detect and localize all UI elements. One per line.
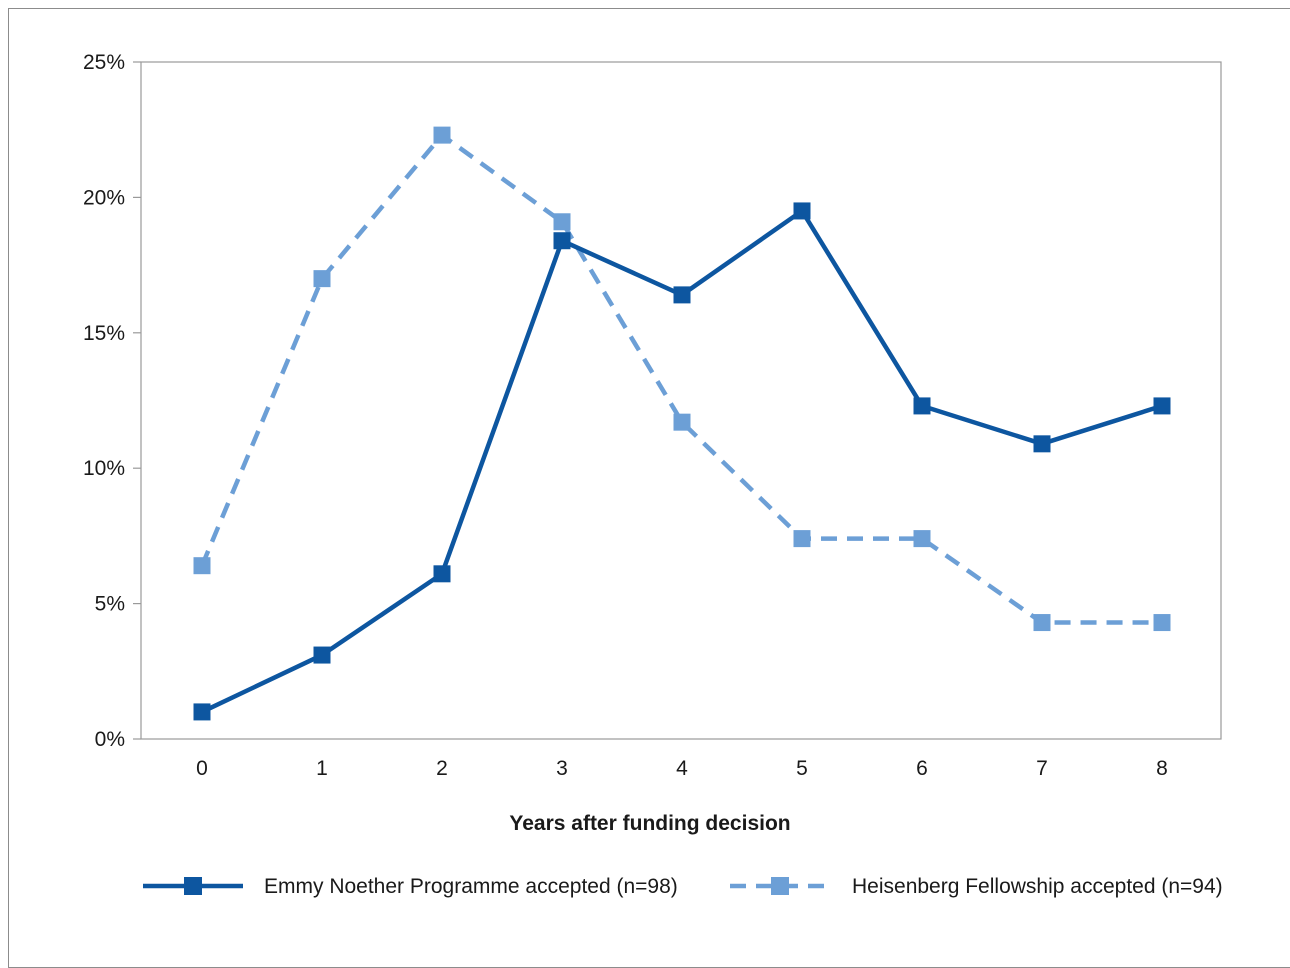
x-tick-label: 3 xyxy=(556,757,568,780)
x-axis: 0 1 2 3 4 5 6 7 8 xyxy=(196,757,1168,780)
data-point-marker xyxy=(1153,614,1171,632)
plot-area xyxy=(140,61,1222,740)
y-tick-label: 5% xyxy=(95,593,125,616)
data-point-marker xyxy=(1033,614,1051,632)
data-point-marker xyxy=(793,202,811,220)
y-tick-label: 10% xyxy=(83,457,125,480)
legend-label: Heisenberg Fellowship accepted (n=94) xyxy=(852,875,1223,898)
data-point-marker xyxy=(913,530,931,548)
x-tick-label: 0 xyxy=(196,757,208,780)
data-point-marker xyxy=(553,232,571,250)
x-tick-label: 6 xyxy=(916,757,928,780)
x-tick-label: 7 xyxy=(1036,757,1048,780)
series-line xyxy=(199,132,1162,625)
data-point-marker xyxy=(673,286,691,304)
legend-label: Emmy Noether Programme accepted (n=98) xyxy=(264,875,678,898)
legend-marker xyxy=(771,877,789,895)
x-tick-label: 5 xyxy=(796,757,808,780)
data-point-marker xyxy=(433,565,451,583)
y-tick-label: 0% xyxy=(95,728,125,751)
data-point-marker xyxy=(433,126,451,144)
y-tick-label: 15% xyxy=(83,322,125,345)
data-point-marker xyxy=(193,557,211,575)
x-tick-label: 2 xyxy=(436,757,448,780)
x-tick-label: 4 xyxy=(676,757,688,780)
x-tick-label: 1 xyxy=(316,757,328,780)
data-point-marker xyxy=(1153,397,1171,415)
legend-marker xyxy=(184,877,202,895)
y-tick-label: 20% xyxy=(83,186,125,209)
data-point-marker xyxy=(313,270,331,288)
data-point-marker xyxy=(673,413,691,431)
y-axis: 0% 5% 10% 15% 20% 25% xyxy=(83,51,141,751)
data-point-marker xyxy=(553,213,571,231)
legend: Emmy Noether Programme accepted (n=98) He… xyxy=(143,875,1223,898)
series-line xyxy=(201,208,1163,714)
y-tick-label: 25% xyxy=(83,51,125,74)
data-point-marker xyxy=(313,646,331,664)
x-axis-title: Years after funding decision xyxy=(509,812,790,835)
data-point-marker xyxy=(1033,435,1051,453)
data-point-marker xyxy=(193,703,211,721)
series-layer xyxy=(193,126,1171,721)
data-point-marker xyxy=(913,397,931,415)
data-point-marker xyxy=(793,530,811,548)
x-tick-label: 8 xyxy=(1156,757,1168,780)
